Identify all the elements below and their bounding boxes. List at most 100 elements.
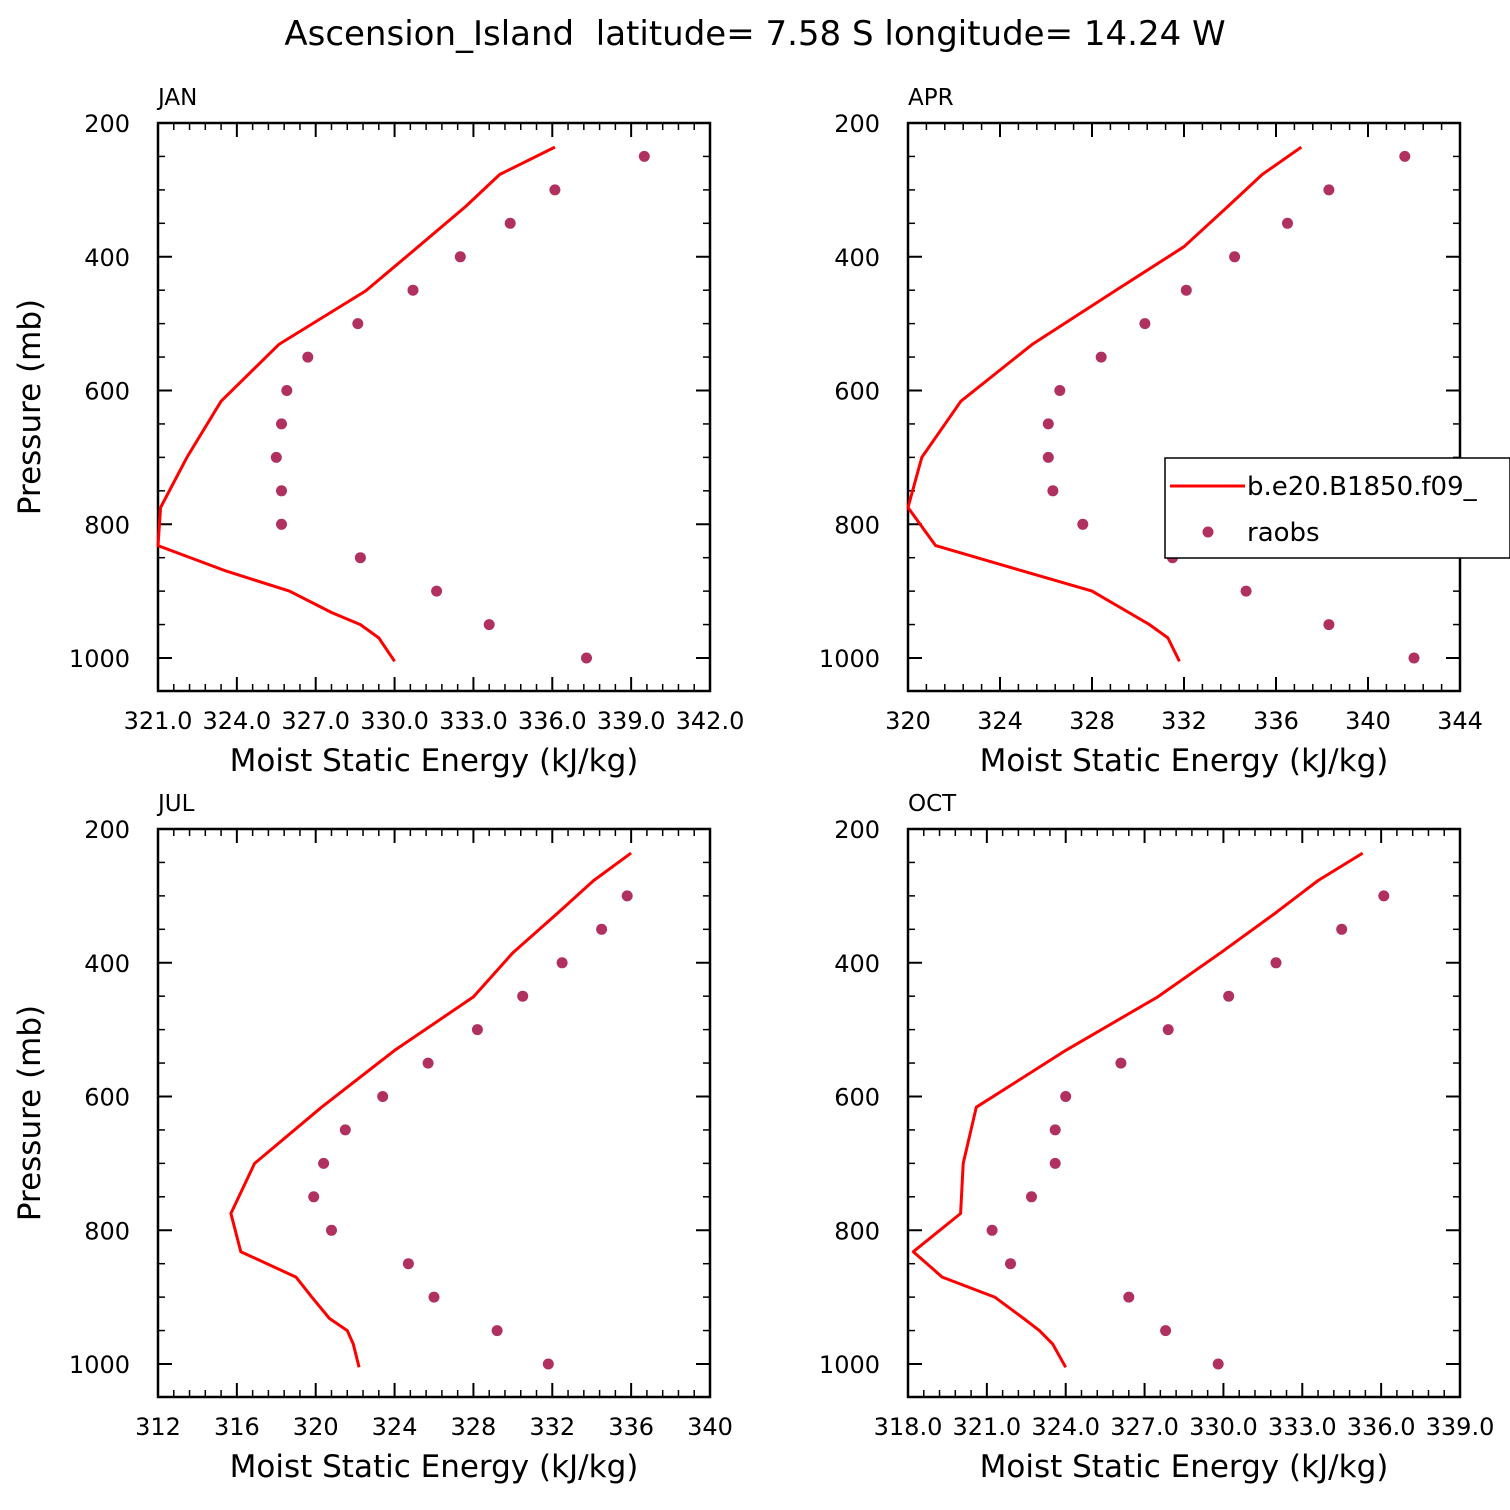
y-tick-label: 200 <box>834 110 880 138</box>
raobs-point <box>1047 485 1059 497</box>
raobs-point <box>1399 150 1411 162</box>
y-tick-label: 600 <box>834 1084 880 1112</box>
x-tick-label: 336 <box>608 1413 654 1441</box>
raobs-point <box>556 957 568 969</box>
y-tick-label: 600 <box>834 378 880 406</box>
x-tick-label: 339.0 <box>597 707 666 735</box>
y-tick-label: 200 <box>834 816 880 844</box>
x-tick-label: 327.0 <box>1110 1413 1179 1441</box>
plot-frame <box>906 827 1462 1399</box>
raobs-point <box>1049 1124 1061 1136</box>
raobs-point <box>1042 418 1054 430</box>
raobs-point <box>1378 890 1390 902</box>
series-line-model <box>911 851 1364 1369</box>
raobs-point <box>1139 318 1151 330</box>
y-axis-label: Pressure (mb) <box>12 1005 48 1221</box>
raobs-point <box>352 318 364 330</box>
legend-marker-swatch <box>1202 526 1214 538</box>
x-axis-label: Moist Static Energy (kJ/kg) <box>230 743 639 779</box>
y-tick-label: 800 <box>84 511 130 539</box>
y-axis-label: Pressure (mb) <box>12 299 48 515</box>
raobs-point <box>1323 619 1335 631</box>
raobs-point <box>1054 385 1066 396</box>
panel-label: JAN <box>156 85 197 111</box>
raobs-point <box>471 1024 483 1036</box>
raobs-point <box>504 217 516 229</box>
raobs-point <box>1095 351 1107 363</box>
x-axis-label: Moist Static Energy (kJ/kg) <box>980 1449 1389 1485</box>
raobs-point <box>483 619 495 631</box>
x-tick-label: 342.0 <box>676 707 745 735</box>
raobs-point <box>1160 1325 1172 1337</box>
raobs-point <box>1026 1191 1037 1203</box>
raobs-point <box>431 585 443 597</box>
x-tick-label: 333.0 <box>1268 1413 1337 1441</box>
figure-title: Ascension_Island latitude= 7.58 S longit… <box>284 14 1225 54</box>
x-tick-label: 330.0 <box>360 707 429 735</box>
legend-label-model: b.e20.B1850.f09_ <box>1247 472 1478 502</box>
raobs-point <box>302 351 314 363</box>
x-tick-label: 340 <box>1345 707 1391 735</box>
panel-jan: JAN 321.0 324.0 327.0 330.0 333.0 336.0 339.0 34… <box>12 85 744 779</box>
x-tick-label: 336.0 <box>1347 1413 1416 1441</box>
y-tick-label: 200 <box>84 816 130 844</box>
y-tick-label: 400 <box>834 950 880 978</box>
raobs-point <box>1270 957 1282 969</box>
raobs-point <box>1180 284 1192 296</box>
series-line-model <box>229 851 632 1368</box>
raobs-point <box>986 1224 998 1236</box>
x-tick-label: 340 <box>687 1413 733 1441</box>
x-tick-label: 312 <box>135 1413 181 1441</box>
x-tick-label: 336 <box>1253 707 1299 735</box>
raobs-point <box>596 923 608 935</box>
raobs-point <box>549 184 561 196</box>
plot-frame <box>156 121 712 693</box>
raobs-point <box>1049 1157 1061 1169</box>
x-tick-label: 324.0 <box>1031 1413 1100 1441</box>
x-axis-label: Moist Static Energy (kJ/kg) <box>980 743 1389 779</box>
y-tick-label: 400 <box>834 244 880 272</box>
raobs-point <box>491 1325 503 1337</box>
raobs-point <box>407 284 419 296</box>
raobs-point <box>276 485 287 497</box>
y-tick-label: 1000 <box>69 1351 130 1379</box>
raobs-point <box>621 890 633 902</box>
x-tick-label: 333.0 <box>439 707 508 735</box>
raobs-point <box>542 1358 554 1370</box>
raobs-point <box>581 652 592 664</box>
raobs-point <box>1077 518 1089 530</box>
x-tick-label: 328 <box>1069 707 1115 735</box>
y-tick-label: 800 <box>834 511 880 539</box>
x-tick-label: 332 <box>1161 707 1207 735</box>
x-tick-label: 330.0 <box>1189 1413 1258 1441</box>
panel-label: APR <box>908 85 954 111</box>
x-tick-label: 328 <box>451 1413 497 1441</box>
raobs-point <box>402 1258 414 1270</box>
raobs-point <box>354 552 366 564</box>
raobs-point <box>1123 1291 1135 1303</box>
raobs-point <box>318 1157 330 1169</box>
x-tick-label: 321.0 <box>124 707 193 735</box>
series-line-model <box>906 145 1303 662</box>
y-tick-label: 400 <box>84 244 130 272</box>
raobs-point <box>1042 451 1054 463</box>
y-tick-label: 800 <box>834 1217 880 1245</box>
x-axis-label: Moist Static Energy (kJ/kg) <box>230 1449 639 1485</box>
panel-label: JUL <box>156 791 195 817</box>
y-tick-label: 800 <box>84 1217 130 1245</box>
y-tick-label: 200 <box>84 110 130 138</box>
raobs-point <box>1060 1091 1072 1102</box>
x-tick-label: 327.0 <box>281 707 350 735</box>
plot-frame <box>906 121 1462 693</box>
raobs-point <box>377 1091 389 1102</box>
panel-jul: JUL 312 316 320 324 328 332 336 340 200 400 600 800 1… <box>12 791 733 1485</box>
y-tick-label: 1000 <box>69 645 130 673</box>
y-tick-label: 600 <box>84 1084 130 1112</box>
legend-box <box>1164 457 1510 559</box>
x-tick-label: 339.0 <box>1426 1413 1495 1441</box>
raobs-point <box>638 150 650 162</box>
raobs-point <box>1240 585 1252 597</box>
y-tick-label: 1000 <box>819 1351 880 1379</box>
panel-label: OCT <box>908 791 957 817</box>
